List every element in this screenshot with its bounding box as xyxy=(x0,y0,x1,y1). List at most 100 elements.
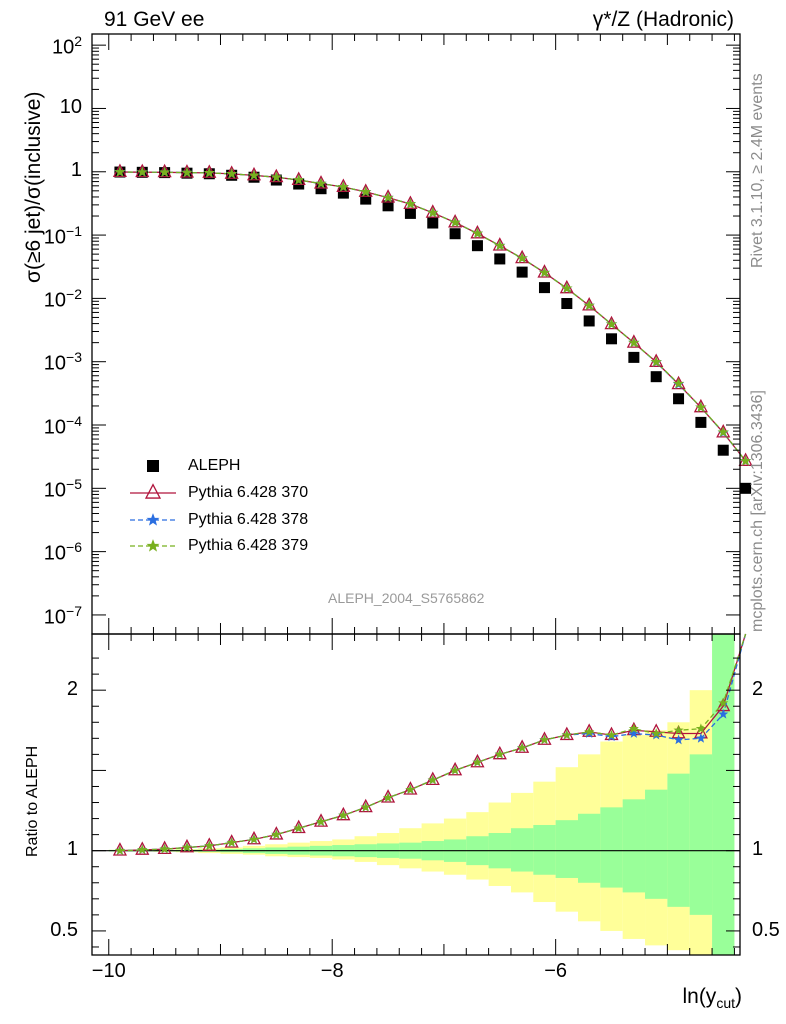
ratio-py379-point xyxy=(360,801,371,812)
aleph-point xyxy=(427,217,439,229)
aleph-point xyxy=(516,266,528,278)
main-y-tick-label: 10−6 xyxy=(43,539,82,565)
green-band-bin xyxy=(555,820,578,878)
py379-point xyxy=(382,191,394,203)
py379-point xyxy=(136,166,148,177)
py379-point xyxy=(471,227,484,239)
main-y-axis-label: σ(≥6 jet)/σ(inclusive) xyxy=(22,91,45,283)
aleph-point xyxy=(360,193,372,205)
main-y-tick-label: 10−5 xyxy=(43,475,82,502)
process-label: γ*/Z (Hadronic) xyxy=(592,8,734,31)
main-y-tick-label: 102 xyxy=(51,32,82,59)
green-band-bin xyxy=(689,754,713,915)
ratio-py379-point xyxy=(248,834,260,844)
aleph-point xyxy=(650,371,662,383)
py379-point xyxy=(427,206,439,218)
main-y-tick-label: 10 xyxy=(59,96,82,119)
aleph-point xyxy=(717,444,729,456)
main-y-tick-label: 10−3 xyxy=(43,349,82,375)
py379-point xyxy=(315,177,327,189)
ratio-py379-point xyxy=(651,728,662,738)
ratio-py379-point xyxy=(472,757,483,767)
py379-point xyxy=(538,266,551,278)
ratio-py379-point xyxy=(405,784,416,794)
py379-point xyxy=(494,239,506,251)
py379-point xyxy=(650,356,662,367)
ratio-py379-point xyxy=(271,829,282,840)
ratio-py379-point xyxy=(561,729,572,740)
py379-point xyxy=(181,166,193,178)
py379-point xyxy=(226,168,238,179)
py379-point xyxy=(628,336,640,348)
py379-point xyxy=(404,198,417,209)
legend-entry-py378: Pythia 6.428 378 xyxy=(188,511,309,528)
green-band-bin xyxy=(533,824,556,875)
ratio-panel-frame xyxy=(91,633,741,956)
ratio-py379-point xyxy=(338,810,349,820)
ratio-y-tick-label-left: 1 xyxy=(66,838,78,861)
aleph-point xyxy=(673,393,685,405)
aleph-point xyxy=(538,282,550,294)
ratio-py379-point xyxy=(226,837,237,848)
main-line-pythia-6-428-379 xyxy=(119,171,747,462)
green-band-bin xyxy=(645,789,668,899)
py379-point xyxy=(248,169,260,181)
py379-point xyxy=(159,166,171,178)
ratio-series xyxy=(112,633,747,856)
ratio-y-tick-label-left: 2 xyxy=(66,677,78,700)
py379-point xyxy=(293,174,305,185)
ratio-y-tick-label-right: 0.5 xyxy=(752,918,780,941)
legend-entry-py379: Pythia 6.428 379 xyxy=(188,537,309,554)
py379-point xyxy=(203,167,215,178)
ratio-py378-point xyxy=(718,708,729,719)
py379-point xyxy=(695,401,707,413)
ratio-py379-point xyxy=(673,724,684,735)
ratio-py378-point xyxy=(695,732,707,743)
aleph-point xyxy=(740,482,752,494)
py379-point xyxy=(605,318,618,329)
main-y-tick-label: 1 xyxy=(70,159,82,182)
x-tick-label: −10 xyxy=(91,959,126,982)
green-band-bin xyxy=(510,828,534,872)
main-line-pythia-6-428-378 xyxy=(119,171,747,462)
rivet-note: Rivet 3.1.10, ≥ 2.4M events xyxy=(749,73,766,268)
aleph-point xyxy=(449,228,461,240)
py379-point xyxy=(337,181,349,192)
mcplots-note: mcplots.cern.ch [arXiv:1306.3436] xyxy=(749,390,766,632)
green-band-bin xyxy=(622,799,646,893)
aleph-point xyxy=(606,333,618,345)
main-series xyxy=(112,163,753,494)
ratio-py379-point xyxy=(427,774,438,785)
aleph-point xyxy=(583,315,595,327)
py379-point xyxy=(717,426,729,437)
ratio-py379-point xyxy=(159,843,170,854)
x-tick-label: −8 xyxy=(320,959,344,982)
legend-aleph-marker xyxy=(147,460,159,472)
legend-entry-aleph: ALEPH xyxy=(188,457,241,474)
analysis-id: ALEPH_2004_S5765862 xyxy=(328,590,485,606)
main-y-tick-label: 10−4 xyxy=(43,412,82,439)
legend-py378-marker xyxy=(146,513,160,526)
aleph-point xyxy=(404,207,416,219)
legend-py370-marker xyxy=(144,483,162,499)
energy-label: 91 GeV ee xyxy=(104,8,205,31)
ratio-y-tick-label-right: 1 xyxy=(752,838,764,861)
ratio-y-tick-label-left: 0.5 xyxy=(50,918,78,941)
aleph-point xyxy=(471,240,483,252)
py379-point xyxy=(114,166,126,177)
x-tick-label: −6 xyxy=(544,959,568,982)
py379-point xyxy=(561,282,573,294)
aleph-point xyxy=(494,253,506,265)
green-band-bin xyxy=(600,807,623,888)
ratio-py379-point xyxy=(718,697,729,708)
plot-frames xyxy=(91,33,741,956)
ratio-py379-point xyxy=(114,845,125,855)
py379-point xyxy=(672,377,685,389)
aleph-point xyxy=(382,200,394,212)
ratio-py379-point xyxy=(517,742,528,753)
aleph-point xyxy=(561,298,573,310)
main-y-tick-label: 10−2 xyxy=(43,285,82,312)
ratio-uncertainty-bands xyxy=(92,634,740,955)
legend-py379-marker xyxy=(146,539,160,552)
py379-point xyxy=(360,186,372,197)
